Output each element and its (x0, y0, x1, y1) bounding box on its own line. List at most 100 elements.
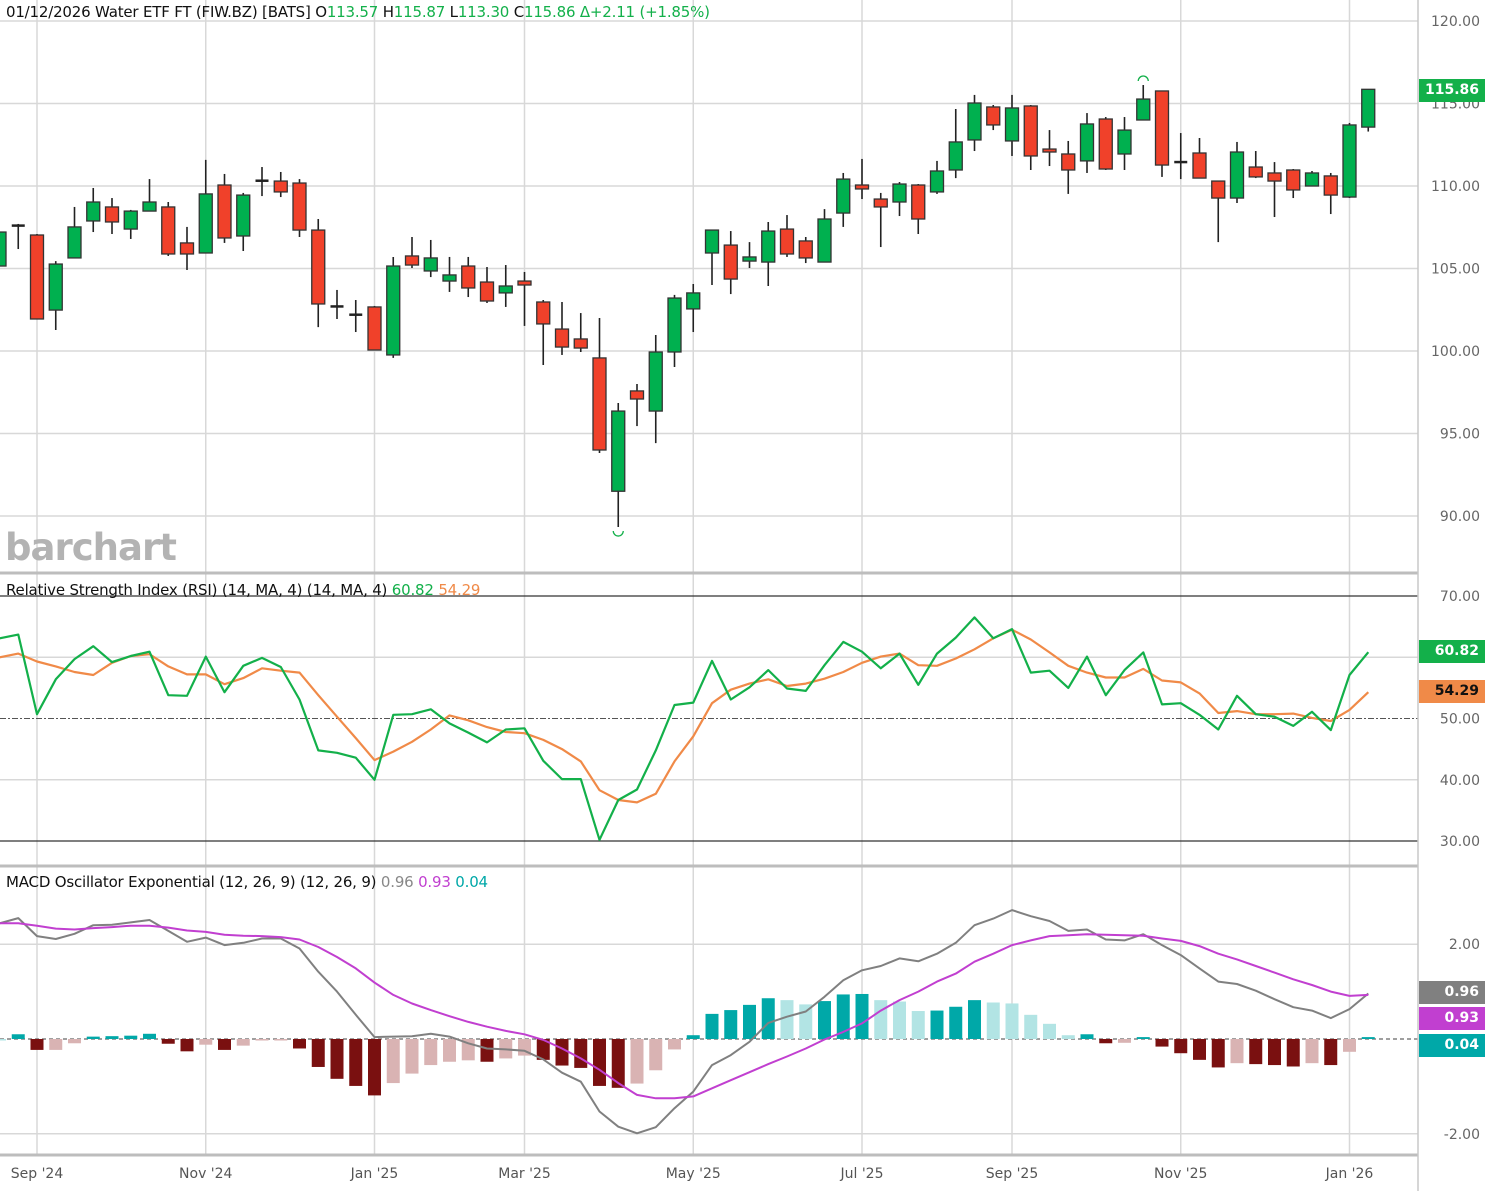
legend-close-label: C (513, 3, 524, 21)
histogram-bar (1324, 1039, 1338, 1066)
candle-down (629, 390, 645, 400)
histogram-bar (180, 1039, 194, 1052)
macd-value: 0.96 (380, 873, 414, 891)
histogram-bar (893, 1001, 906, 1039)
signal-badge: 0.93 (1419, 1007, 1485, 1030)
candle-down (536, 301, 551, 325)
candle-up (667, 297, 682, 353)
high-marker-icon (1137, 75, 1149, 82)
histogram-bar (1211, 1039, 1225, 1068)
candle-up (967, 102, 982, 141)
histogram-bar (1043, 1023, 1056, 1039)
histogram-bar (293, 1039, 306, 1049)
rsi-value: 60.82 (391, 581, 434, 599)
histogram-bar (199, 1039, 213, 1045)
histogram-bar (1061, 1035, 1075, 1039)
legend-change: Δ+2.11 (+1.85%) (579, 3, 710, 21)
rsi-title: Relative Strength Index (RSI) (14, MA, 4… (6, 581, 388, 599)
histogram-bar (593, 1039, 606, 1086)
histogram-bar (649, 1039, 663, 1071)
price-tick-label: 105.00 (1431, 262, 1480, 278)
x-tick-label: Jan '25 (350, 1166, 399, 1182)
indicator-lines (0, 616, 1370, 1135)
histogram-bar (1174, 1039, 1188, 1054)
signal-value: 0.93 (418, 873, 451, 891)
candle-up (948, 141, 963, 171)
histogram-bar (1155, 1039, 1169, 1047)
candle-up (386, 265, 401, 356)
candle-down (1154, 90, 1170, 166)
x-tick-label: Jul '25 (839, 1166, 883, 1182)
candle-down (311, 229, 326, 305)
macd-histogram (0, 993, 1375, 1096)
candle-up (1229, 151, 1245, 199)
candle-down (1286, 169, 1301, 191)
rsi-ma-value: 54.29 (438, 581, 481, 599)
candle-up (836, 178, 851, 214)
candle-down (161, 206, 176, 255)
rsi-line (0, 616, 1370, 841)
candle-up (742, 256, 757, 262)
candle-down (1042, 148, 1057, 153)
candle-down (179, 242, 195, 255)
axes: Sep '24 Nov '24 Jan '25 Mar '25 May '25 Jul '… (11, 14, 1480, 1182)
price-tick-label: 90.00 (1440, 509, 1480, 525)
histogram-bar (1005, 1003, 1019, 1039)
legend-high: 115.87 (393, 3, 446, 21)
candle-down (986, 106, 1001, 126)
macd-badge: 0.96 (1419, 981, 1485, 1004)
candle-down (779, 228, 795, 255)
candle-down (1323, 175, 1338, 196)
price-tick-label: 110.00 (1431, 179, 1480, 195)
candle-down (517, 280, 532, 286)
histogram-bar (236, 1039, 250, 1046)
candle-up (442, 274, 457, 282)
legend-symbol: Water ETF FT (FIW.BZ) [BATS] (95, 3, 311, 21)
candle-up (1304, 172, 1320, 187)
price-tick-label: 120.00 (1431, 14, 1480, 30)
histogram-bar (799, 1004, 813, 1039)
x-tick-label: May '25 (666, 1166, 721, 1182)
legend-open-label: O (315, 3, 327, 21)
low-marker-icon (612, 530, 624, 537)
macd-title: MACD Oscillator Exponential (12, 26, 9) … (6, 873, 377, 891)
candle-up (48, 263, 63, 311)
candle-down (1248, 166, 1263, 178)
candle-down (723, 244, 738, 280)
histogram-bar (1099, 1039, 1113, 1044)
histogram-bar (986, 1002, 1000, 1039)
histogram-bar (218, 1039, 231, 1050)
candle-up (1136, 98, 1151, 121)
rsi-legend: Relative Strength Index (RSI) (14, MA, 4… (6, 581, 480, 599)
histogram-bar (368, 1039, 381, 1096)
candle-up (1117, 129, 1132, 155)
legend-low: 113.30 (457, 3, 510, 21)
candle-up (611, 410, 626, 492)
candle-down (367, 306, 382, 351)
histogram-bar (124, 1035, 138, 1039)
candle-up (892, 183, 907, 203)
histogram-bar (911, 1011, 925, 1039)
histogram-bar (836, 994, 850, 1039)
histogram-bar (480, 1039, 494, 1062)
histogram-bar (1136, 1037, 1150, 1039)
histogram-bar (968, 1000, 981, 1039)
histogram-bar (1305, 1039, 1319, 1064)
histogram-bar (405, 1039, 419, 1074)
histogram-bar (86, 1036, 100, 1039)
histogram-bar (536, 1039, 550, 1060)
candle-down (1023, 105, 1038, 157)
histogram-bar (1286, 1039, 1300, 1067)
x-tick-label: Mar '25 (498, 1166, 551, 1182)
x-tick-label: Jan '26 (1325, 1166, 1374, 1182)
histogram-bar (949, 1006, 963, 1039)
histogram-bar (630, 1039, 644, 1084)
histogram-bar (1230, 1039, 1244, 1064)
histogram-bar (105, 1036, 119, 1039)
candle-up (929, 170, 945, 193)
histogram-bar (574, 1039, 588, 1068)
histogram-bar (930, 1010, 944, 1039)
candle-down (798, 240, 813, 259)
histogram-bar (611, 1039, 625, 1088)
